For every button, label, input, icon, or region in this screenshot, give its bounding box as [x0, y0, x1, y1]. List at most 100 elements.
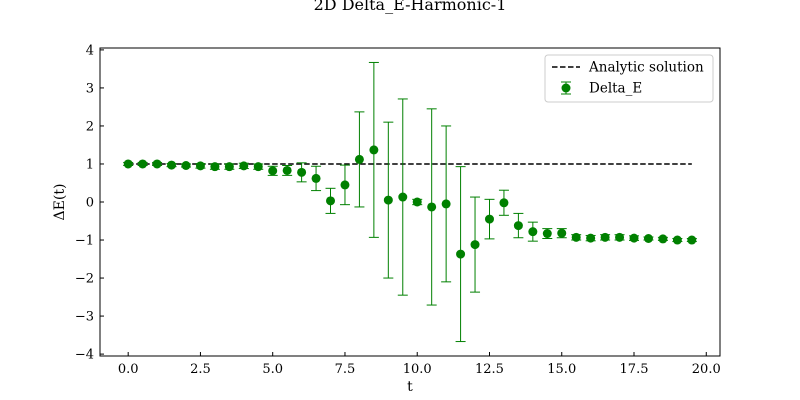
x-tick-label: 10.0: [403, 362, 432, 377]
series-layer: [123, 61, 697, 343]
data-marker: [340, 180, 350, 190]
data-point: [412, 197, 423, 207]
legend-delta-label: Delta_E: [589, 81, 642, 97]
data-marker: [427, 202, 437, 212]
data-marker: [297, 167, 307, 177]
data-point: [368, 61, 379, 238]
x-tick-label: 7.5: [335, 362, 356, 377]
data-point: [441, 125, 452, 283]
data-point: [527, 221, 538, 242]
chart-title: 2D Delta_E-Harmonic-1: [314, 0, 507, 14]
x-axis-ticks: 0.0 2.5 5.0 7.5 10.0 12.5 15.0 17.5 20.0: [118, 352, 721, 377]
data-point: [339, 164, 350, 206]
y-tick-label: 4: [86, 43, 94, 58]
data-marker: [354, 154, 364, 164]
data-point: [238, 161, 249, 171]
data-marker: [470, 240, 480, 250]
data-marker: [253, 162, 263, 172]
data-point: [571, 232, 582, 242]
y-tick-label: −2: [75, 272, 94, 287]
data-marker: [138, 159, 148, 169]
data-point: [354, 111, 365, 208]
x-tick-label: 15.0: [547, 362, 576, 377]
data-point: [513, 212, 524, 239]
data-marker: [499, 198, 509, 208]
data-marker: [383, 195, 393, 205]
data-marker: [672, 235, 682, 245]
data-point: [600, 232, 611, 242]
data-marker: [195, 161, 205, 171]
data-marker: [239, 161, 249, 171]
x-tick-label: 12.5: [475, 362, 504, 377]
data-marker: [282, 165, 292, 175]
data-point: [629, 233, 640, 243]
data-marker: [167, 160, 177, 170]
data-marker: [513, 221, 523, 231]
data-point: [325, 187, 336, 214]
x-tick-label: 5.0: [262, 362, 283, 377]
data-marker: [658, 234, 668, 244]
data-point: [643, 234, 654, 244]
y-tick-label: −3: [75, 310, 94, 325]
data-marker: [152, 159, 162, 169]
x-tick-label: 2.5: [190, 362, 211, 377]
data-marker: [181, 160, 191, 170]
data-marker: [326, 196, 336, 206]
data-point: [195, 161, 206, 171]
data-point: [253, 162, 264, 172]
data-point: [484, 198, 495, 240]
x-axis-label: t: [407, 379, 413, 395]
y-tick-label: 0: [86, 196, 94, 211]
data-marker: [542, 229, 552, 239]
y-tick-label: 3: [86, 81, 94, 96]
data-point: [657, 234, 668, 244]
data-marker: [643, 234, 653, 244]
data-point: [542, 228, 553, 240]
data-marker: [224, 162, 234, 172]
data-point: [585, 233, 596, 243]
x-tick-label: 0.0: [118, 362, 139, 377]
y-tick-label: −4: [75, 348, 94, 363]
data-marker: [123, 159, 133, 169]
data-marker: [586, 233, 596, 243]
data-marker: [441, 199, 451, 209]
y-tick-label: 1: [86, 157, 94, 172]
data-point: [267, 165, 278, 176]
y-axis-ticks: −4 −3 −2 −1 0 1 2 3 4: [75, 43, 104, 363]
data-point: [455, 166, 466, 343]
data-marker: [210, 162, 220, 172]
data-marker: [629, 233, 639, 243]
data-point: [470, 196, 481, 293]
data-marker: [687, 235, 697, 245]
data-point: [296, 162, 307, 183]
data-point: [614, 232, 625, 242]
data-point: [123, 159, 134, 169]
data-point: [311, 165, 322, 192]
data-point: [686, 235, 697, 245]
data-point: [282, 164, 293, 176]
y-tick-label: 2: [86, 119, 94, 134]
legend-box: [544, 54, 714, 103]
data-marker: [398, 192, 408, 202]
data-point: [180, 160, 191, 170]
legend: Analytic solution Delta_E: [544, 54, 714, 103]
data-marker: [268, 166, 278, 176]
data-marker: [600, 232, 610, 242]
x-tick-label: 20.0: [692, 362, 721, 377]
y-tick-label: −1: [75, 234, 94, 249]
data-point: [672, 235, 683, 245]
data-marker: [456, 249, 466, 259]
data-point: [166, 160, 177, 170]
data-marker: [615, 232, 625, 242]
data-marker: [557, 228, 567, 238]
data-marker: [528, 227, 538, 237]
data-point: [137, 159, 148, 169]
plot-frame: [99, 47, 721, 357]
legend-delta-swatch: [561, 81, 571, 95]
data-point: [556, 228, 567, 239]
legend-analytic-label: Analytic solution: [588, 60, 704, 76]
data-point: [152, 159, 163, 169]
data-point: [426, 108, 437, 306]
data-marker: [369, 145, 379, 155]
data-point: [498, 189, 509, 216]
